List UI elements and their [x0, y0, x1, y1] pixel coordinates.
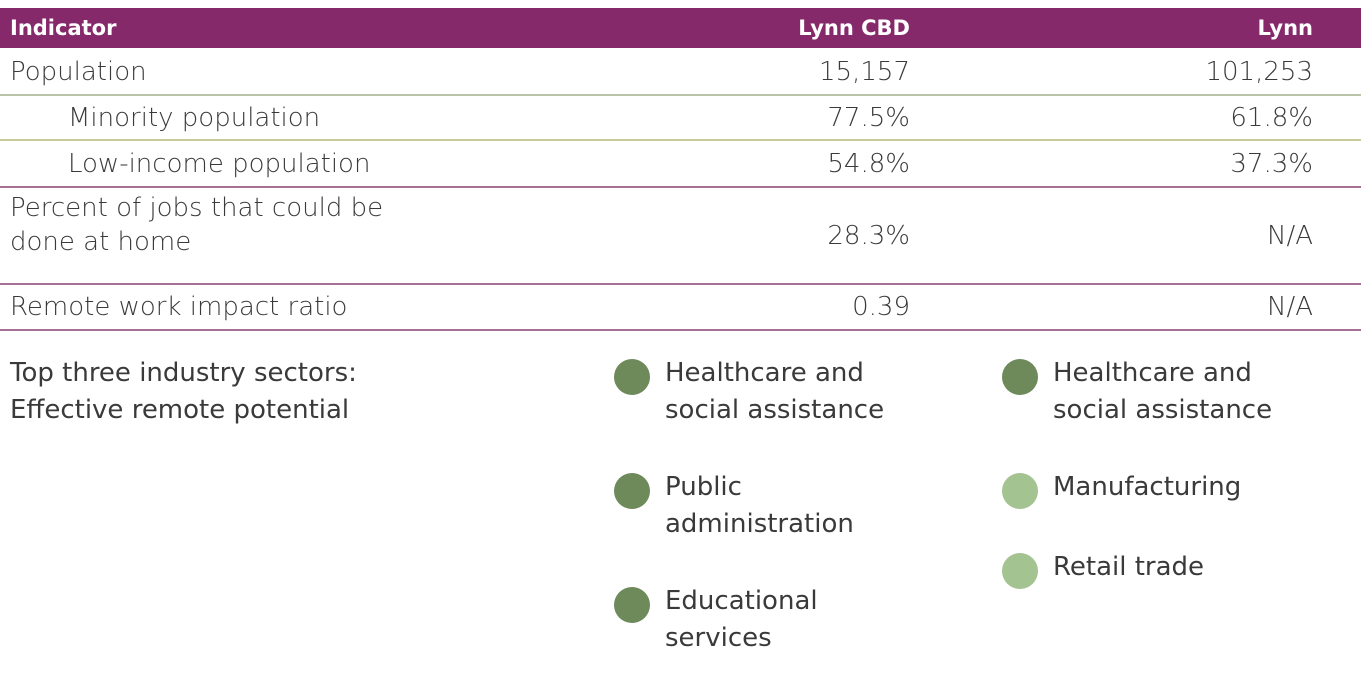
row-label: Population [10, 56, 147, 87]
cell-value: N/A [1267, 220, 1313, 251]
sector-name: Public administration [665, 472, 854, 539]
cell-value: 101,253 [1205, 56, 1313, 87]
sector-item: Retail trade [1002, 549, 1303, 589]
sector-name: Educational services [665, 586, 818, 653]
sector-item: Educational services [614, 583, 915, 657]
sector-name: Manufacturing [1053, 472, 1242, 502]
row-label: Low-income population [68, 148, 371, 179]
row-label: Percent of jobs that could be done at ho… [10, 193, 384, 257]
sector-dot [1002, 473, 1038, 509]
header-cell: Lynn [1257, 16, 1313, 40]
sector-dot [614, 473, 650, 509]
row-divider [0, 283, 1361, 285]
cell-value: N/A [1267, 292, 1313, 322]
sector-dot [1002, 359, 1038, 395]
header-cell: Lynn CBD [798, 16, 910, 40]
table-row: Low-income population 54.8% 37.3% [0, 140, 1361, 187]
row-divider [0, 186, 1361, 188]
sector-item: Healthcare and social assistance [1002, 355, 1303, 429]
row-label: Minority population [68, 102, 321, 133]
cell-value: 61.8% [1230, 102, 1313, 133]
sector-column: Healthcare and social assistance Manufact… [1002, 355, 1303, 589]
sector-item: Manufacturing [1002, 469, 1303, 509]
sector-item: Healthcare and social assistance [614, 355, 915, 429]
header-cell: Indicator [10, 16, 117, 40]
sector-column: Healthcare and social assistance Public a… [614, 355, 915, 657]
table-row: Percent of jobs that could be done at ho… [0, 187, 1361, 284]
sector-item: Public administration [614, 469, 915, 543]
table-row: Remote work impact ratio 0.39 N/A [0, 284, 1361, 330]
sector-name: Healthcare and social assistance [1053, 358, 1273, 425]
cell-value: 28.3% [827, 220, 910, 251]
table-row: Minority population 77.5% 61.8% [0, 95, 1361, 140]
cell-value: 54.8% [827, 148, 910, 179]
row-divider [0, 329, 1361, 331]
sector-dot [1002, 553, 1038, 589]
sector-name: Retail trade [1053, 552, 1205, 582]
row-divider [0, 139, 1361, 141]
header-bar: Indicator Lynn CBD Lynn [0, 8, 1361, 48]
sector-name: Healthcare and social assistance [665, 358, 885, 425]
cell-value: 0.39 [852, 292, 910, 322]
table-row: Population 15,157 101,253 [0, 48, 1361, 95]
row-divider [0, 94, 1361, 96]
sector-dot [614, 587, 650, 623]
sectors-label: Top three industry sectors: Effective re… [10, 358, 357, 425]
cell-value: 77.5% [827, 102, 910, 133]
cell-value: 37.3% [1230, 148, 1313, 179]
cell-value: 15,157 [819, 56, 910, 87]
sector-dot [614, 359, 650, 395]
row-label: Remote work impact ratio [10, 292, 348, 322]
